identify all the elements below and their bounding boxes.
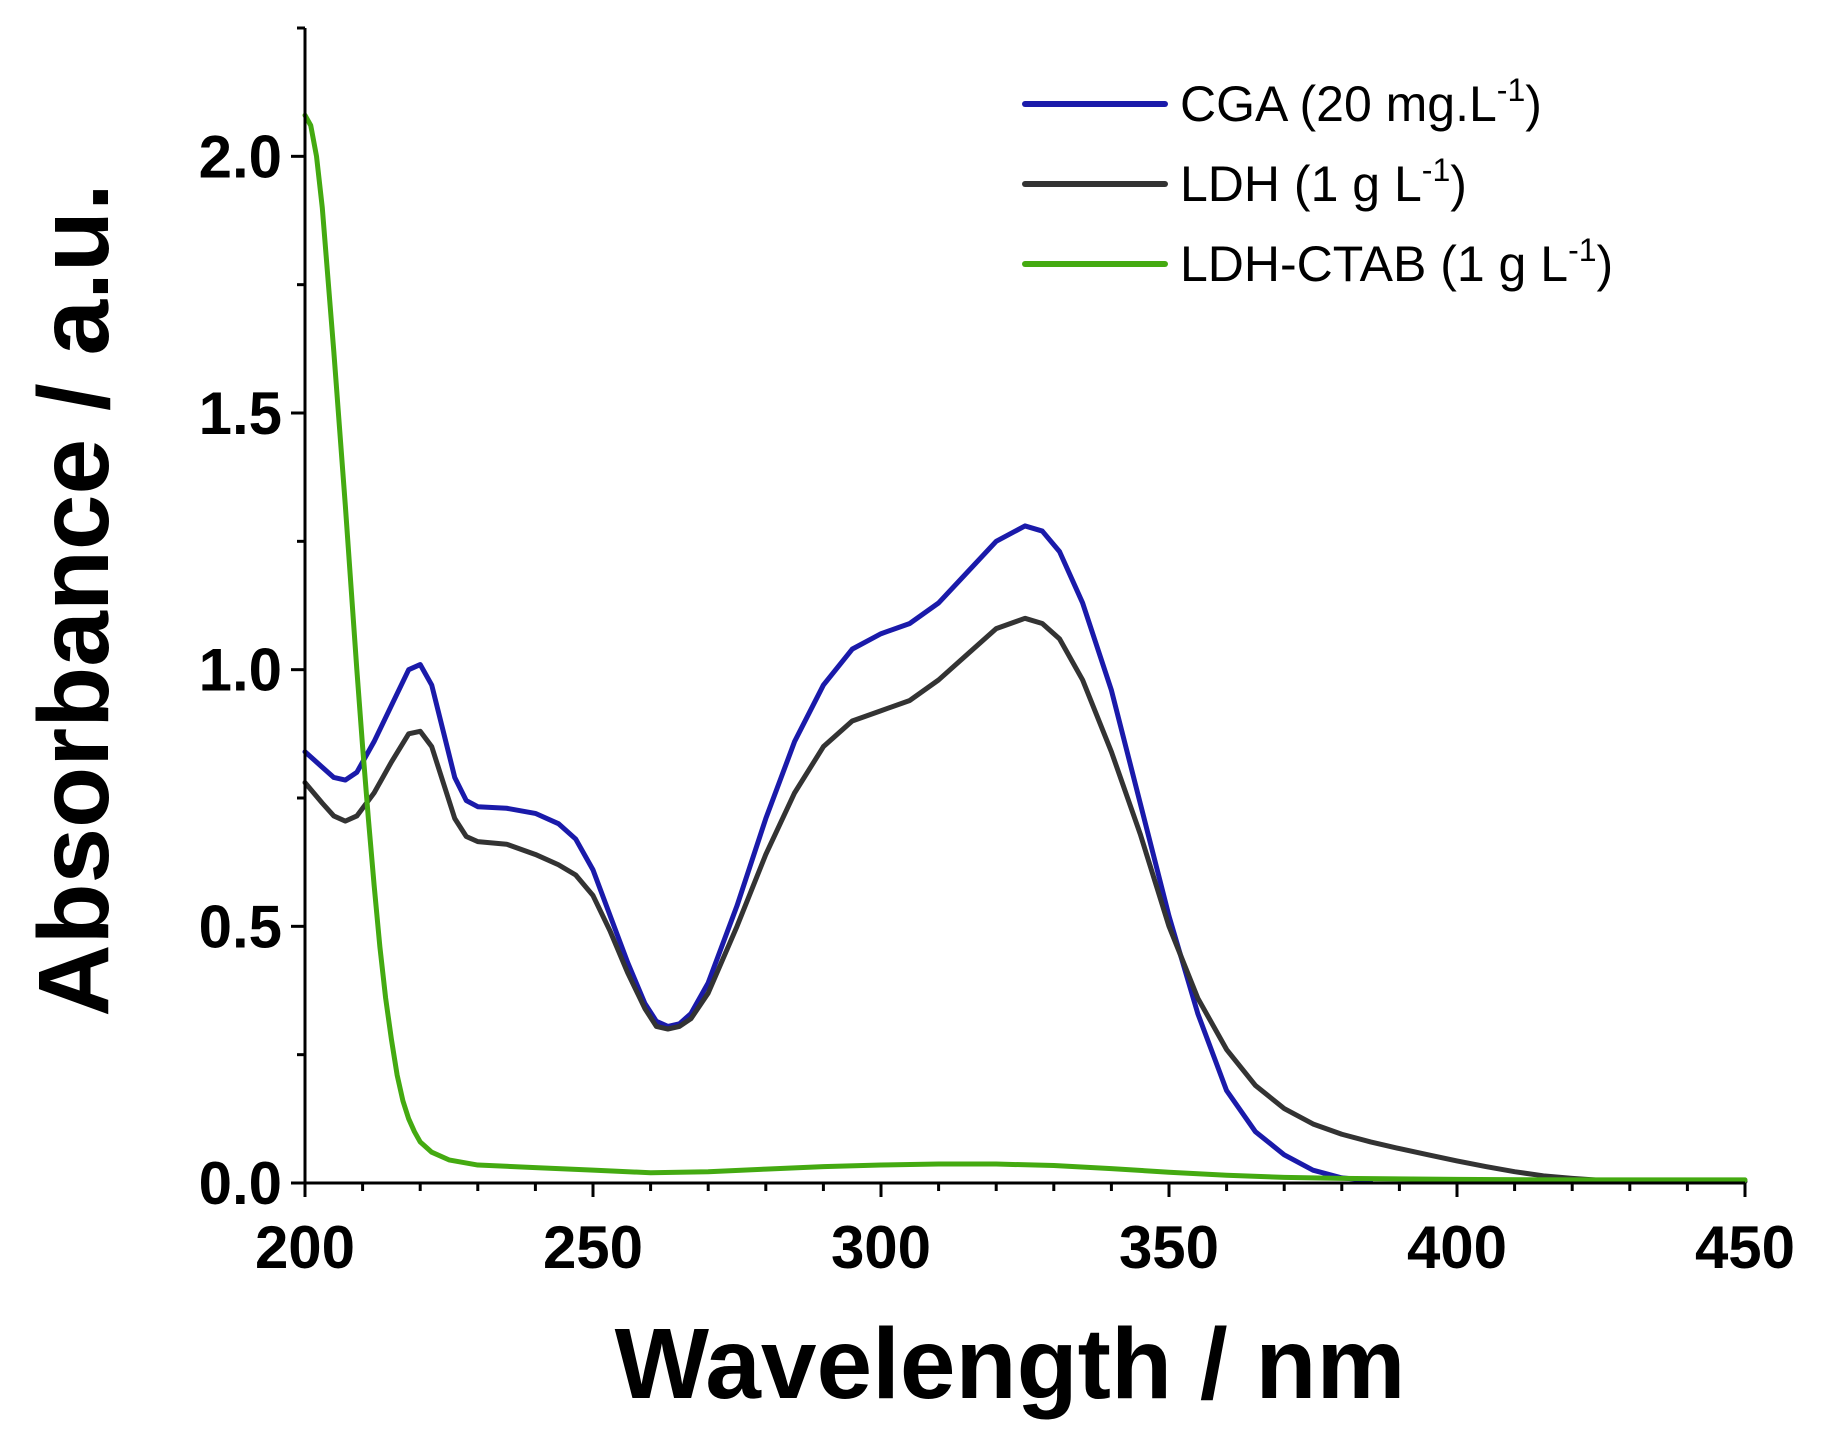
legend-item-ldh: LDH (1 g L-1) xyxy=(1022,152,1467,212)
legend-item-ldh-ctab: LDH-CTAB (1 g L-1) xyxy=(1022,232,1613,292)
x-tick-label: 450 xyxy=(1695,1214,1795,1281)
x-tick-label: 200 xyxy=(255,1214,355,1281)
series-line-ldh-ctab xyxy=(302,112,1748,1183)
x-tick-label: 350 xyxy=(1119,1214,1219,1281)
y-tick-label: 0.0 xyxy=(199,1150,282,1217)
legend: CGA (20 mg.L-1) LDH (1 g L-1) LDH-CTAB (1 … xyxy=(1022,72,1613,292)
y-tick-label: 1.5 xyxy=(199,380,282,447)
y-tick-label: 0.5 xyxy=(199,893,282,960)
ticks-layer xyxy=(291,26,1747,1197)
labels-layer: 200 250 300 350 400 450 0.0 0.5 1.0 1.5 2.0 xyxy=(199,123,1795,1281)
x-tick-label: 400 xyxy=(1407,1214,1507,1281)
y-tick-label: 1.0 xyxy=(199,637,282,704)
x-axis-title: Wavelength / nm xyxy=(615,1308,1406,1420)
axes-layer xyxy=(303,28,1745,1185)
y-axis-title: Absorbance / a.u. xyxy=(18,183,130,1017)
x-tick-label: 250 xyxy=(543,1214,643,1281)
series-line-cga xyxy=(302,523,1374,1183)
series-line-ldh xyxy=(302,615,1748,1184)
series-layer xyxy=(302,112,1748,1184)
legend-item-cga: CGA (20 mg.L-1) xyxy=(1022,72,1542,132)
x-tick-label: 300 xyxy=(831,1214,931,1281)
y-tick-label: 2.0 xyxy=(199,123,282,190)
legend-label: CGA (20 mg.L-1) xyxy=(1180,72,1542,132)
legend-label: LDH (1 g L-1) xyxy=(1180,152,1467,212)
legend-label: LDH-CTAB (1 g L-1) xyxy=(1180,232,1613,292)
